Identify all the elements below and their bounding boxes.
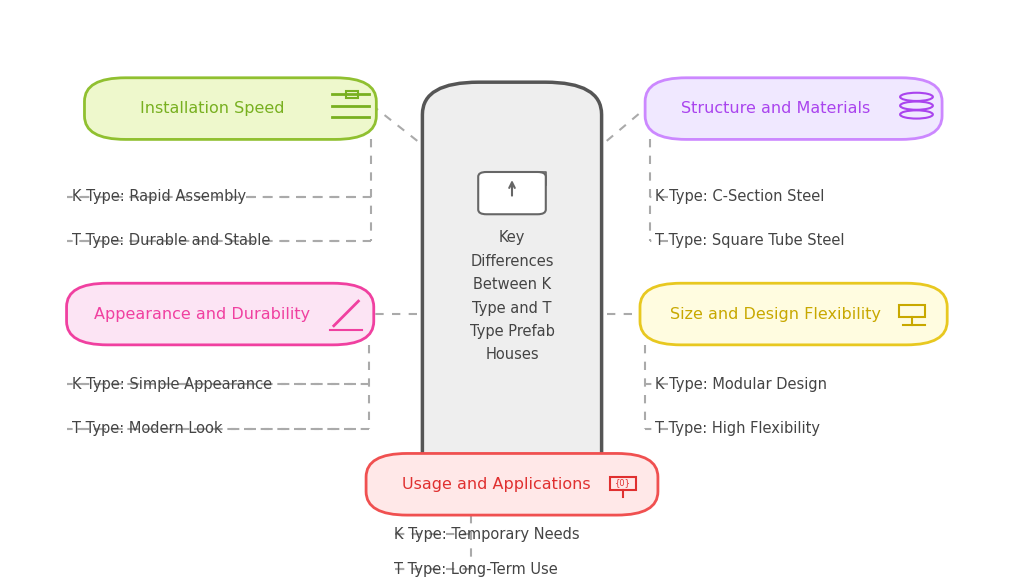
Text: T Type: Durable and Stable: T Type: Durable and Stable [72, 233, 270, 248]
Text: K Type: Simple Appearance: K Type: Simple Appearance [72, 377, 271, 392]
Text: T Type: Modern Look: T Type: Modern Look [72, 421, 222, 436]
Text: Key
Differences
Between K
Type and T
Type Prefab
Houses: Key Differences Between K Type and T Typ… [470, 231, 554, 362]
FancyBboxPatch shape [478, 172, 546, 214]
FancyBboxPatch shape [67, 283, 374, 345]
Text: Usage and Applications: Usage and Applications [402, 477, 591, 492]
Text: Appearance and Durability: Appearance and Durability [93, 306, 310, 322]
Text: K Type: C-Section Steel: K Type: C-Section Steel [655, 189, 824, 204]
FancyBboxPatch shape [367, 453, 658, 515]
Text: T Type: Square Tube Steel: T Type: Square Tube Steel [655, 233, 845, 248]
FancyBboxPatch shape [422, 82, 601, 505]
Text: K Type: Rapid Assembly: K Type: Rapid Assembly [72, 189, 246, 204]
FancyBboxPatch shape [640, 283, 947, 345]
Text: T Type: High Flexibility: T Type: High Flexibility [655, 421, 820, 436]
Text: K Type: Modular Design: K Type: Modular Design [655, 377, 827, 392]
Text: Installation Speed: Installation Speed [139, 101, 285, 116]
Text: K Type: Temporary Needs: K Type: Temporary Needs [394, 527, 580, 542]
FancyBboxPatch shape [85, 78, 377, 140]
Text: Structure and Materials: Structure and Materials [681, 101, 869, 116]
Text: {0}: {0} [615, 478, 631, 488]
Text: T Type: Long-Term Use: T Type: Long-Term Use [394, 562, 558, 577]
Text: Size and Design Flexibility: Size and Design Flexibility [670, 306, 881, 322]
FancyBboxPatch shape [645, 78, 942, 140]
